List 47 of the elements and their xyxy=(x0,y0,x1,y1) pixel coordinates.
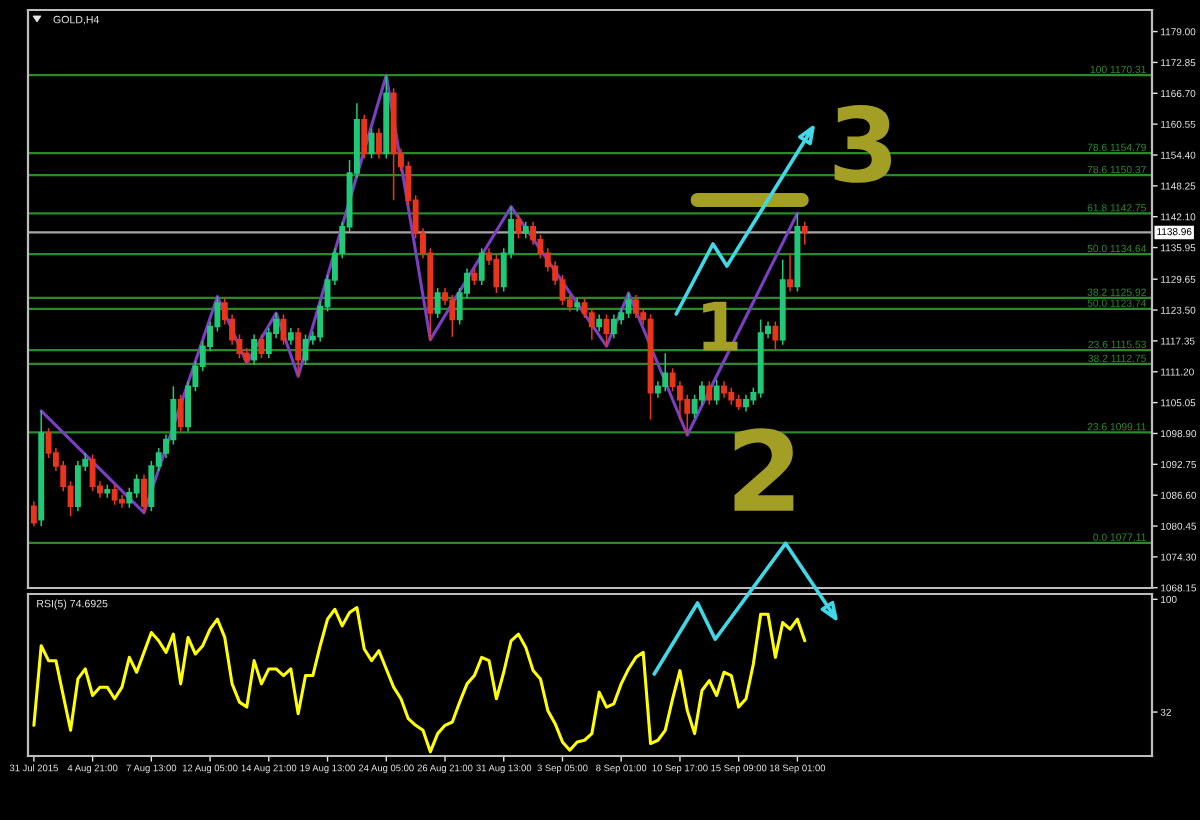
candlestick xyxy=(141,473,147,514)
candlestick xyxy=(361,114,368,160)
candlestick xyxy=(74,460,81,512)
candlestick xyxy=(757,318,764,399)
candlestick xyxy=(493,254,500,294)
candlestick xyxy=(522,220,529,240)
candlestick xyxy=(177,394,184,433)
candlestick xyxy=(390,87,397,201)
candlestick xyxy=(743,394,749,413)
candlestick xyxy=(625,292,632,319)
candlestick xyxy=(251,333,258,366)
candlestick xyxy=(787,252,794,293)
candlestick xyxy=(258,333,265,359)
candlestick xyxy=(706,380,713,406)
candlestick xyxy=(772,320,779,351)
candlestick xyxy=(287,327,294,346)
annotation: 1 xyxy=(703,301,738,351)
candlestick xyxy=(735,394,742,411)
candlestick xyxy=(383,74,390,160)
candlestick xyxy=(713,379,720,406)
candlestick xyxy=(119,493,125,509)
candlestick xyxy=(89,453,96,492)
candlestick xyxy=(111,483,118,506)
candlestick xyxy=(647,313,654,421)
line-series xyxy=(39,73,799,515)
candlestick xyxy=(30,500,37,528)
candlestick xyxy=(368,127,375,160)
candlestick xyxy=(728,387,735,406)
candlestick xyxy=(779,259,786,346)
candlestick xyxy=(515,213,522,240)
candlestick xyxy=(632,294,639,319)
candlestick xyxy=(662,352,669,393)
candlestick xyxy=(801,220,808,246)
candlestick xyxy=(434,287,441,319)
candlestick xyxy=(478,247,485,286)
candlestick xyxy=(375,127,382,160)
line-series xyxy=(32,606,807,754)
candlestick xyxy=(794,212,801,293)
candlestick xyxy=(295,327,302,378)
candlestick xyxy=(574,297,581,313)
candlestick xyxy=(38,410,45,528)
candlestick xyxy=(721,380,727,399)
candlestick xyxy=(471,267,478,286)
candlestick xyxy=(596,313,603,333)
candlestick xyxy=(449,294,456,338)
annotation: 2 xyxy=(734,428,794,511)
candlestick xyxy=(610,313,617,339)
